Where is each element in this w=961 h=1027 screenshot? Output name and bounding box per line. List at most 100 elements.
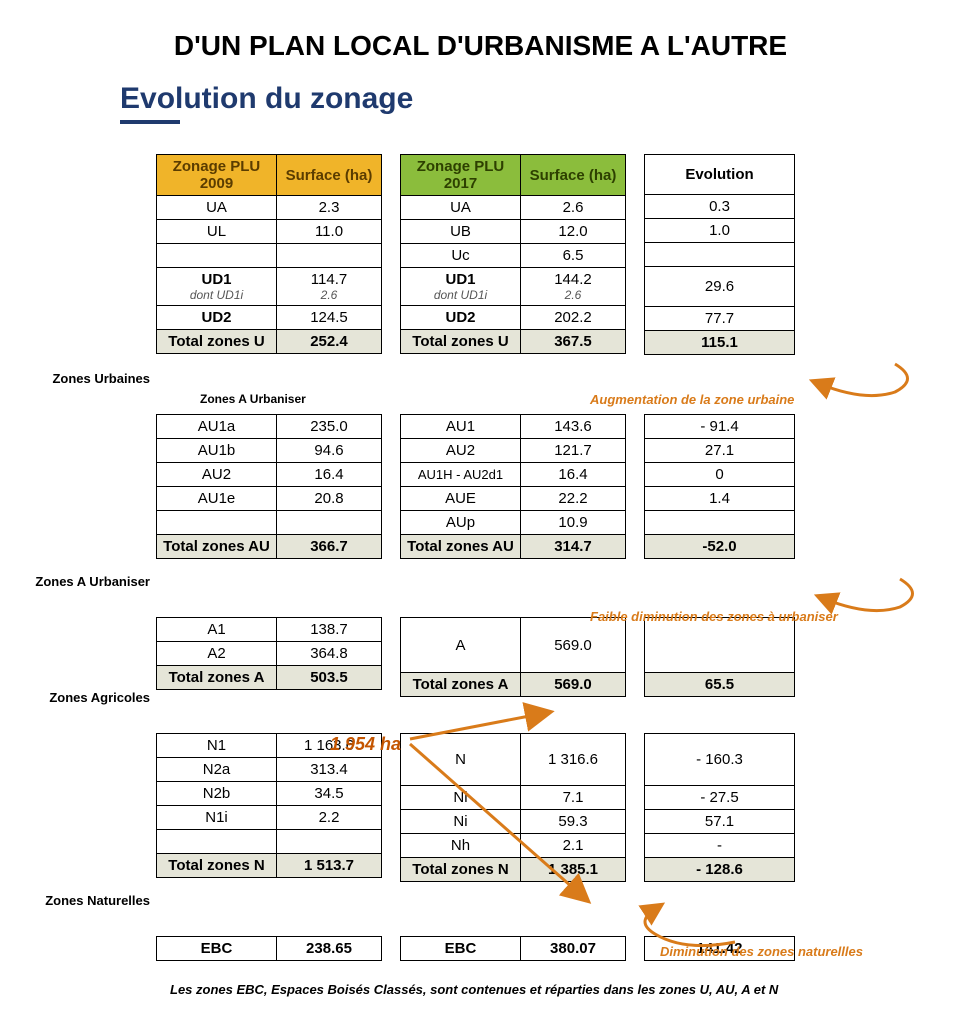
- table-ebc-2009: EBC238.65: [156, 936, 382, 961]
- hdr-zone-2009: Zonage PLU 2009: [157, 155, 277, 196]
- table-urban-2009: Zonage PLU 2009 Surface (ha) UA2.3 UL11.…: [156, 154, 382, 354]
- cell: 1.4: [645, 487, 795, 511]
- cell-total: 1 385.1: [521, 858, 626, 882]
- cell: UA: [157, 196, 277, 220]
- cell: N2a: [157, 758, 277, 782]
- cell-total: Total zones N: [401, 858, 521, 882]
- label-au-small: Zones A Urbaniser: [200, 392, 306, 406]
- cell: 27.1: [645, 439, 795, 463]
- cell: 114.72.6: [277, 268, 382, 306]
- cell: N1i: [157, 806, 277, 830]
- cell: 2.1: [521, 834, 626, 858]
- cell: -: [645, 834, 795, 858]
- cell: AU2: [401, 439, 521, 463]
- cell: EBC: [401, 937, 521, 961]
- annot-naturelle: Diminution des zones naturellles: [660, 944, 863, 959]
- cell-empty: [645, 618, 795, 673]
- cell: 22.2: [521, 487, 626, 511]
- cell: AU2: [157, 463, 277, 487]
- table-agri-evo: 65.5: [644, 617, 795, 697]
- cell: AUE: [401, 487, 521, 511]
- cell-total: 503.5: [277, 666, 382, 690]
- cell: 2.6: [521, 196, 626, 220]
- cell-total: - 128.6: [645, 858, 795, 882]
- table-ebc-2017: EBC380.07: [400, 936, 626, 961]
- table-au-2017: AU1143.6 AU2121.7 AU1H - AU2d116.4 AUE22…: [400, 414, 626, 559]
- cell: 6.5: [521, 244, 626, 268]
- cell: AU1: [401, 415, 521, 439]
- table-au-2009: AU1a235.0 AU1b94.6 AU216.4 AU1e20.8 Tota…: [156, 414, 382, 559]
- annot-ha: 1 954 ha: [330, 734, 401, 755]
- tables-grid: Zones Urbaines Zonage PLU 2009 Surface (…: [20, 154, 941, 997]
- cell-total: 115.1: [645, 331, 795, 355]
- cell: 569.0: [521, 618, 626, 673]
- cell: AUp: [401, 511, 521, 535]
- label-au: Zones A Urbaniser: [20, 414, 156, 595]
- cell: - 160.3: [645, 734, 795, 786]
- cell: - 91.4: [645, 415, 795, 439]
- table-agri-2009: A1138.7 A2364.8 Total zones A503.5: [156, 617, 382, 690]
- hdr-surf-2009: Surface (ha): [277, 155, 382, 196]
- cell: 20.8: [277, 487, 382, 511]
- cell: 143.6: [521, 415, 626, 439]
- annot-au: Faible diminution des zones à urbaniser: [590, 609, 838, 624]
- label-urban: Zones Urbaines: [20, 154, 156, 392]
- cell-empty: [157, 830, 277, 854]
- cell: UD2: [401, 306, 521, 330]
- cell: A1: [157, 618, 277, 642]
- cell-total: Total zones A: [401, 673, 521, 697]
- cell: 16.4: [521, 463, 626, 487]
- label-ebc-spacer: [20, 936, 156, 972]
- cell: 77.7: [645, 307, 795, 331]
- label-naturelle: Zones Naturelles: [20, 733, 156, 914]
- cell-total: -52.0: [645, 535, 795, 559]
- cell: UD1dont UD1i: [401, 268, 521, 306]
- cell-empty: [645, 243, 795, 267]
- cell: 2.3: [277, 196, 382, 220]
- cell: A: [401, 618, 521, 673]
- cell: 57.1: [645, 810, 795, 834]
- cell: 238.65: [277, 937, 382, 961]
- cell: UL: [157, 220, 277, 244]
- cell-total: 314.7: [521, 535, 626, 559]
- cell: 11.0: [277, 220, 382, 244]
- cell: N: [401, 734, 521, 786]
- cell: 144.22.6: [521, 268, 626, 306]
- cell: 29.6: [645, 267, 795, 307]
- cell: EBC: [157, 937, 277, 961]
- cell-total: 65.5: [645, 673, 795, 697]
- cell: N1: [157, 734, 277, 758]
- cell: 0: [645, 463, 795, 487]
- cell: 10.9: [521, 511, 626, 535]
- cell-total: 1 513.7: [277, 854, 382, 878]
- table-au-evo: - 91.4 27.1 0 1.4 -52.0: [644, 414, 795, 559]
- cell: N2b: [157, 782, 277, 806]
- annot-urban: Augmentation de la zone urbaine: [590, 392, 794, 407]
- cell: 0.3: [645, 195, 795, 219]
- cell-total: 252.4: [277, 330, 382, 354]
- cell: UA: [401, 196, 521, 220]
- cell: 34.5: [277, 782, 382, 806]
- table-urban-evo: Evolution 0.3 1.0 29.6 77.7 115.1: [644, 154, 795, 355]
- cell-total: Total zones AU: [157, 535, 277, 559]
- cell: 202.2: [521, 306, 626, 330]
- table-urban-2017: Zonage PLU 2017 Surface (ha) UA2.6 UB12.…: [400, 154, 626, 354]
- cell-empty: [277, 244, 382, 268]
- table-nat-2017: N1 316.6 Nl7.1 Ni59.3 Nh2.1 Total zones …: [400, 733, 626, 882]
- table-agri-2017: A569.0 Total zones A569.0: [400, 617, 626, 697]
- cell: 313.4: [277, 758, 382, 782]
- cell: 12.0: [521, 220, 626, 244]
- cell: 235.0: [277, 415, 382, 439]
- cell: 121.7: [521, 439, 626, 463]
- cell-total: Total zones U: [157, 330, 277, 354]
- cell: UB: [401, 220, 521, 244]
- cell-empty: [277, 511, 382, 535]
- cell: 1 316.6: [521, 734, 626, 786]
- cell-total: 366.7: [277, 535, 382, 559]
- cell-total: Total zones AU: [401, 535, 521, 559]
- cell: - 27.5: [645, 786, 795, 810]
- cell: AU1e: [157, 487, 277, 511]
- cell: A2: [157, 642, 277, 666]
- cell: 364.8: [277, 642, 382, 666]
- cell-total: 367.5: [521, 330, 626, 354]
